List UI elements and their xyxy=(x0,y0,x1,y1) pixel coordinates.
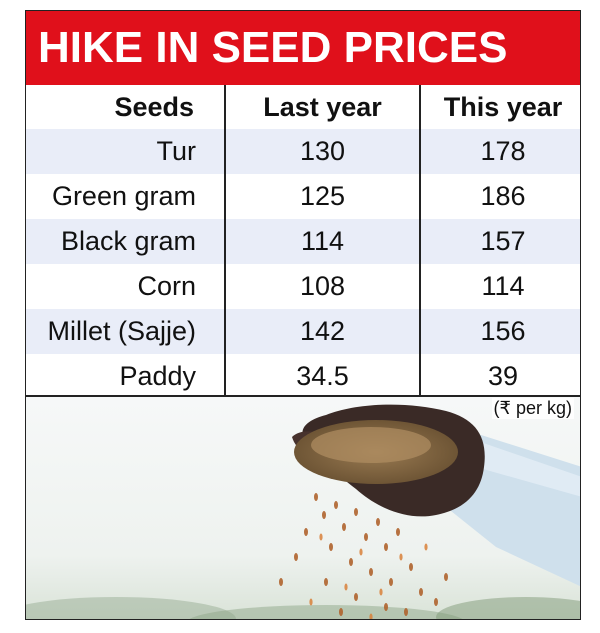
table-row: Millet (Sajje) 142 156 xyxy=(26,309,580,354)
price-table: Seeds Last year This year Tur 130 178 Gr… xyxy=(26,85,580,399)
last-year-price: 108 xyxy=(224,264,420,309)
column-header-seeds: Seeds xyxy=(114,91,194,122)
table-row: Corn 108 114 xyxy=(26,264,580,309)
seed-name: Corn xyxy=(137,271,196,301)
table-row: Black gram 114 157 xyxy=(26,219,580,264)
seed-name: Paddy xyxy=(119,361,196,391)
unit-label: (₹ per kg) xyxy=(491,398,574,419)
table-row: Tur 130 178 xyxy=(26,129,580,174)
last-year-price: 142 xyxy=(224,309,420,354)
this-year-price: 156 xyxy=(419,309,580,354)
this-year-price: 114 xyxy=(419,264,580,309)
table-row: Green gram 125 186 xyxy=(26,174,580,219)
seed-name: Millet (Sajje) xyxy=(26,309,225,354)
last-year-price: 125 xyxy=(224,174,420,219)
last-year-price: 130 xyxy=(224,129,420,174)
chart-title: HIKE IN SEED PRICES xyxy=(26,11,580,85)
table-row: Paddy 34.5 39 xyxy=(26,354,580,399)
last-year-price: 114 xyxy=(224,219,420,264)
seed-name: Black gram xyxy=(26,219,225,264)
this-year-price: 157 xyxy=(419,219,580,264)
table-header-row: Seeds Last year This year xyxy=(26,85,580,129)
last-year-price: 34.5 xyxy=(224,354,420,399)
column-header-last-year: Last year xyxy=(224,85,420,129)
this-year-price: 39 xyxy=(419,354,580,399)
seed-photo xyxy=(26,395,580,619)
seed-name: Green gram xyxy=(51,181,196,211)
infographic-frame: HIKE IN SEED PRICES Seeds Last year This… xyxy=(25,10,581,620)
seed-name: Tur xyxy=(26,129,225,174)
this-year-price: 186 xyxy=(419,174,580,219)
hand-with-seeds-illustration xyxy=(26,397,580,619)
column-header-this-year: This year xyxy=(419,85,580,129)
this-year-price: 178 xyxy=(419,129,580,174)
